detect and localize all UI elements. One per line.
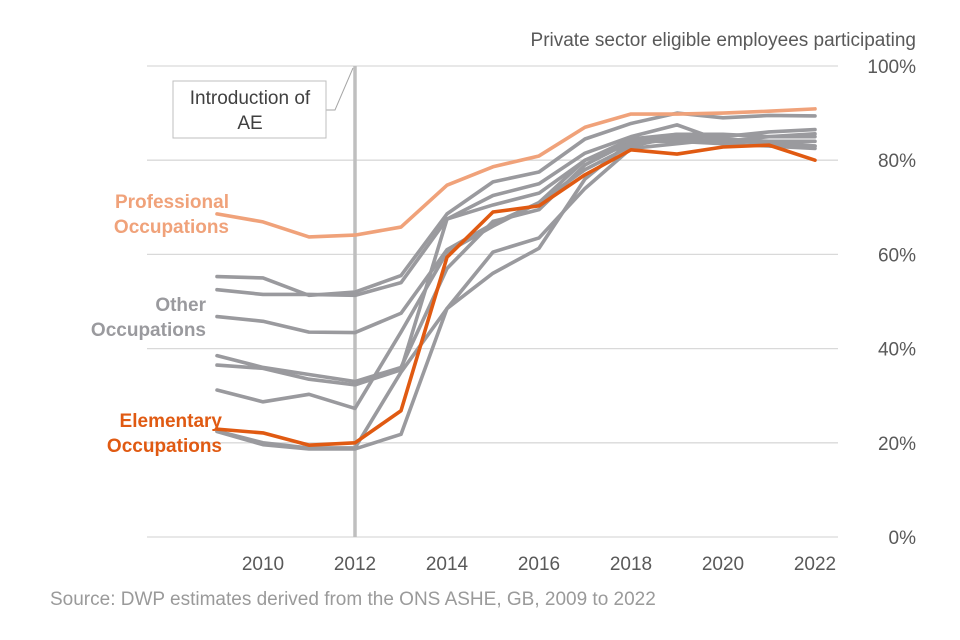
y-tick-label: 100%	[867, 57, 916, 78]
series-line-professional	[215, 107, 817, 239]
y-tick-label: 60%	[878, 245, 916, 266]
x-tick-label: 2016	[518, 554, 560, 575]
series-line-other	[215, 132, 817, 384]
y-tick-label: 80%	[878, 151, 916, 172]
y-axis-title: Private sector eligible employees partic…	[531, 30, 916, 51]
professional-label-line1: Professional	[115, 192, 229, 213]
elementary-label-line2: Occupations	[107, 436, 222, 457]
annotation-text-line1: Introduction of	[190, 88, 311, 109]
source-note: Source: DWP estimates derived from the O…	[50, 589, 656, 610]
x-tick-label: 2018	[610, 554, 652, 575]
y-tick-label: 20%	[878, 434, 916, 455]
annotation-callout: Introduction of AE	[172, 67, 354, 139]
other-label-line1: Other	[155, 295, 206, 316]
series-lines	[215, 107, 817, 451]
x-tick-label: 2010	[242, 554, 284, 575]
x-tick-label: 2014	[426, 554, 469, 575]
elementary-label-line1: Elementary	[120, 411, 223, 432]
professional-label-line2: Occupations	[114, 217, 229, 238]
x-tick-label: 2012	[334, 554, 376, 575]
annotation-text-line2: AE	[237, 113, 262, 134]
other-label-line2: Occupations	[91, 320, 206, 341]
x-tick-label: 2020	[702, 554, 744, 575]
series-line-other	[215, 139, 817, 450]
x-tick-label: 2022	[794, 554, 836, 575]
x-axis: 2010 2012 2014 2016 2018 2020 2022	[242, 554, 836, 575]
y-tick-label: 0%	[889, 528, 917, 549]
series-labels: Professional Occupations Other Occupatio…	[91, 192, 229, 457]
y-axis: 0% 20% 40% 60% 80% 100%	[867, 57, 916, 549]
annotation-box	[172, 80, 327, 139]
series-line-elementary	[215, 143, 817, 447]
y-tick-label: 40%	[878, 340, 916, 361]
annotation-leader-line	[326, 67, 354, 111]
